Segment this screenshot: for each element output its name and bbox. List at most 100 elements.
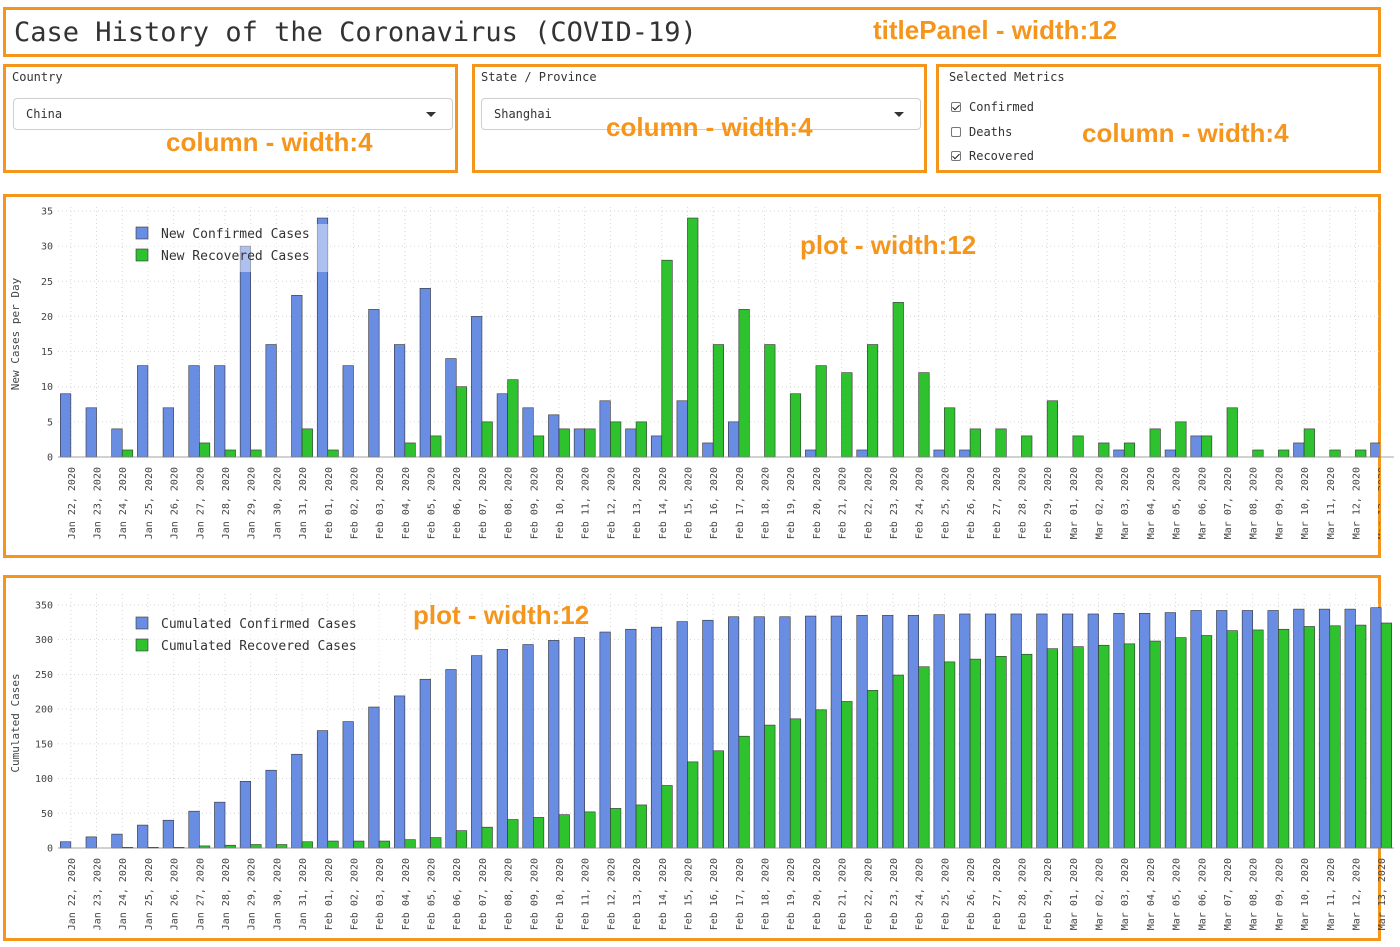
bar[interactable] [162,819,174,849]
bar[interactable] [764,724,776,849]
bar[interactable] [471,655,483,849]
bar[interactable] [455,830,468,849]
bar[interactable] [137,824,149,849]
bar[interactable] [1278,628,1290,849]
bar[interactable] [1344,608,1356,849]
bar[interactable] [933,614,945,849]
bar[interactable] [1226,630,1238,849]
bar[interactable] [214,801,226,849]
bar[interactable] [1370,607,1382,849]
bar[interactable] [702,619,714,849]
bar[interactable] [1139,612,1151,849]
bar[interactable] [1293,608,1305,849]
bar[interactable] [573,637,585,849]
bar[interactable] [239,781,251,849]
legend-entry[interactable]: New Recovered Cases [161,249,310,264]
bar[interactable] [1303,626,1315,849]
bar[interactable] [805,615,817,849]
bar[interactable] [610,808,622,849]
bar[interactable] [342,721,354,849]
bar[interactable] [445,669,457,849]
bar[interactable] [856,615,868,849]
legend[interactable]: New Confirmed Cases New Recovered Cases [128,224,328,272]
bar[interactable] [1355,624,1367,849]
bar[interactable] [635,804,647,849]
bar[interactable] [1021,653,1033,849]
bar[interactable] [1318,608,1331,849]
legend-entry[interactable]: Cumulated Recovered Cases [161,639,357,654]
bar[interactable] [430,837,442,849]
bar[interactable] [779,616,791,849]
checkbox-deaths[interactable]: Deaths [951,124,1012,140]
bar[interactable] [944,661,956,849]
bar[interactable] [1329,625,1341,849]
bar[interactable] [789,718,802,849]
bar[interactable] [907,615,919,849]
bar[interactable] [830,615,842,849]
bar[interactable] [548,640,560,849]
bar[interactable] [753,616,765,849]
bar[interactable] [1149,640,1161,849]
bar[interactable] [959,613,971,849]
bar[interactable] [1087,613,1099,849]
bar[interactable] [353,840,365,849]
country-select[interactable]: China [13,98,453,130]
checkbox-recovered-box[interactable] [951,151,961,161]
bar[interactable] [918,666,930,849]
bar[interactable] [1380,622,1392,849]
bar[interactable] [738,735,750,849]
bar[interactable] [301,841,313,849]
bar[interactable] [728,616,740,849]
checkbox-confirmed-box[interactable] [951,102,961,112]
bar[interactable] [404,839,416,849]
bar[interactable] [882,615,894,849]
bar[interactable] [558,814,570,849]
legend-entry[interactable]: Cumulated Confirmed Cases [161,617,357,632]
bar[interactable] [969,658,981,849]
checkbox-recovered[interactable]: Recovered [951,148,1034,164]
bar[interactable] [712,750,724,849]
bar[interactable] [1201,635,1213,849]
bar[interactable] [1164,612,1176,849]
bar[interactable] [892,674,904,849]
bar[interactable] [85,836,97,849]
bar[interactable] [1216,610,1228,849]
bar[interactable] [276,844,288,849]
checkbox-confirmed[interactable]: Confirmed [951,99,1034,115]
bar[interactable] [224,844,236,849]
bar[interactable] [1123,643,1136,849]
bar[interactable] [1062,613,1074,849]
legend-entry[interactable]: New Confirmed Cases [161,227,310,242]
bar[interactable] [533,817,545,849]
bar[interactable] [60,841,72,849]
bar[interactable] [1098,644,1110,849]
bar[interactable] [687,761,699,849]
checkbox-deaths-box[interactable] [951,127,961,137]
bar[interactable] [625,628,637,849]
bar[interactable] [984,613,997,849]
legend[interactable]: Cumulated Confirmed Cases Cumulated Recov… [128,614,380,662]
bar[interactable] [815,709,827,849]
bar[interactable] [661,785,673,849]
bar[interactable] [496,649,508,849]
bar[interactable] [841,701,853,849]
bar[interactable] [188,810,200,849]
bar[interactable] [584,811,596,849]
bar[interactable] [327,840,339,849]
bar[interactable] [522,644,534,849]
bar[interactable] [1036,613,1048,849]
bar[interactable] [1252,629,1264,849]
bar[interactable] [867,690,879,849]
bar[interactable] [265,769,277,849]
bar[interactable] [1190,610,1202,849]
bar[interactable] [1113,612,1125,849]
bar[interactable] [368,706,380,849]
bar[interactable] [599,631,611,849]
bar[interactable] [378,840,390,849]
bar[interactable] [1072,646,1084,849]
bar[interactable] [291,753,303,849]
bar[interactable] [111,833,123,849]
bar[interactable] [995,656,1007,849]
